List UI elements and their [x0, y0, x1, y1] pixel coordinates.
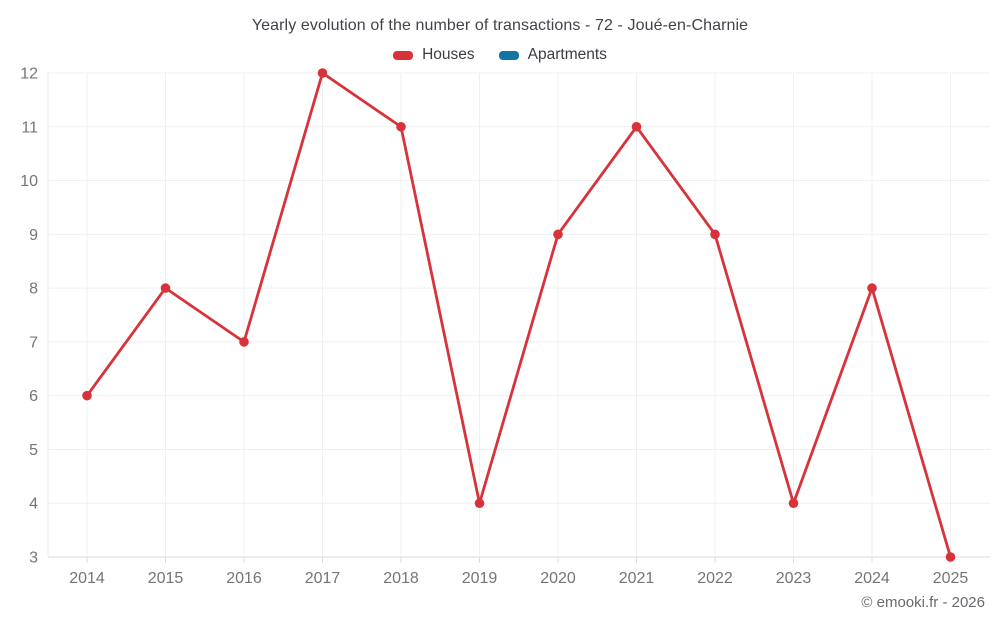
chart-legend: Houses Apartments [0, 46, 1000, 64]
x-tick-label: 2024 [854, 570, 890, 587]
apartments-legend-swatch-icon [498, 50, 519, 60]
x-tick-label: 2023 [776, 570, 812, 587]
y-tick-label: 11 [21, 119, 38, 136]
houses-data-point [788, 498, 799, 509]
x-tick-label: 2020 [540, 570, 576, 587]
houses-legend-swatch-icon [393, 50, 414, 60]
x-tick-label: 2018 [383, 570, 419, 587]
y-tick-label: 3 [29, 550, 38, 567]
y-tick-label: 5 [29, 442, 38, 459]
y-tick-label: 9 [29, 227, 38, 244]
houses-data-point [239, 337, 249, 347]
y-tick-label: 4 [29, 496, 38, 513]
houses-data-point [160, 283, 171, 293]
houses-data-point [396, 121, 406, 132]
houses-data-point [82, 390, 92, 401]
x-tick-label: 2021 [619, 570, 655, 587]
x-tick-label: 2025 [933, 570, 969, 587]
x-tick-label: 2022 [697, 570, 733, 587]
legend-item-apartments[interactable]: Apartments [498, 46, 607, 64]
legend-item-houses[interactable]: Houses [393, 46, 475, 64]
y-tick-label: 8 [29, 281, 38, 298]
footer-credit: © emooki.fr - 2026 [861, 594, 985, 611]
y-tick-label: 10 [20, 173, 38, 190]
houses-data-point [710, 229, 720, 240]
x-tick-label: 2016 [226, 570, 262, 587]
x-tick-label: 2015 [148, 570, 184, 587]
houses-data-point [867, 283, 877, 293]
y-tick-label: 6 [29, 388, 38, 405]
y-tick-label: 7 [29, 334, 38, 351]
houses-data-point [945, 552, 956, 562]
x-tick-label: 2017 [305, 570, 341, 587]
houses-data-point [553, 229, 563, 240]
legend-label-apartments: Apartments [527, 46, 607, 63]
houses-data-point [474, 498, 485, 509]
chart-title: Yearly evolution of the number of transa… [251, 17, 749, 34]
x-tick-label: 2019 [462, 570, 498, 587]
houses-data-point [317, 68, 328, 78]
houses-series-line [85, 71, 952, 559]
y-tick-label: 12 [20, 66, 38, 83]
x-tick-label: 2014 [69, 570, 105, 587]
houses-data-point [631, 121, 642, 132]
legend-label-houses: Houses [422, 46, 475, 63]
